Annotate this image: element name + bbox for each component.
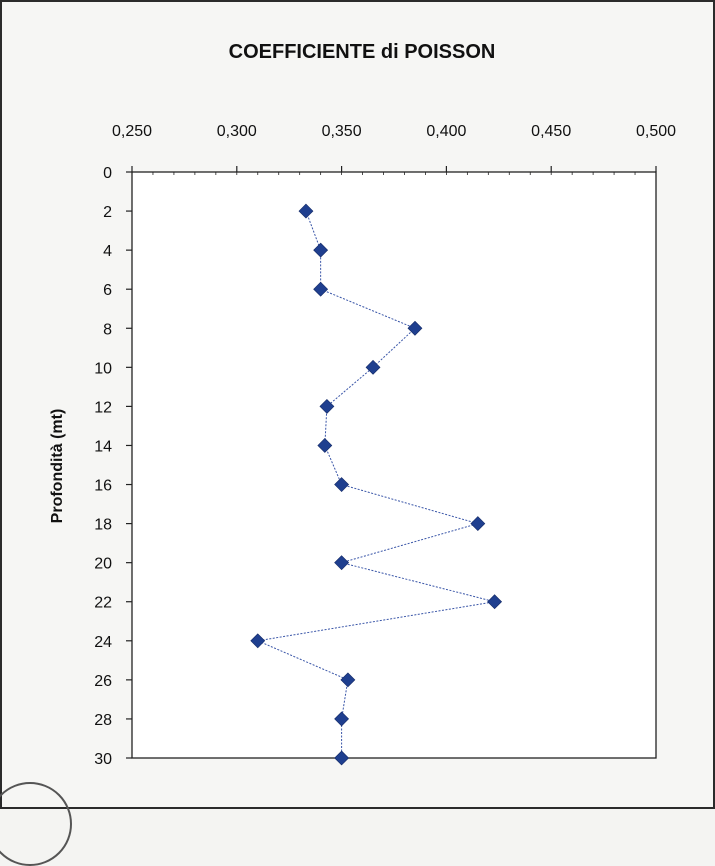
data-point-marker (313, 242, 329, 258)
y-tick-label: 28 (94, 712, 112, 729)
data-point-marker (313, 281, 329, 297)
y-tick-label: 2 (103, 204, 112, 221)
x-tick-label: 0,250 (112, 123, 152, 140)
y-tick-label: 24 (94, 634, 112, 651)
x-tick-label: 0,400 (426, 123, 466, 140)
x-tick-label: 0,450 (531, 123, 571, 140)
y-tick-label: 10 (94, 360, 112, 377)
y-tick-label: 0 (103, 165, 112, 182)
x-tick-label: 0,500 (636, 123, 676, 140)
y-tick-label: 16 (94, 478, 112, 495)
data-point-marker (334, 750, 350, 766)
plot-area (131, 171, 657, 759)
x-axis: 0,250 0,300 0,350 0,400 0,450 0,500 (112, 123, 676, 175)
data-point-marker (340, 672, 356, 688)
y-tick-label: 26 (94, 673, 112, 690)
x-tick-label: 0,300 (217, 123, 257, 140)
x-tick-label: 0,350 (322, 123, 362, 140)
y-axis-label: Profondità (mt) (49, 409, 66, 524)
data-point-marker (250, 633, 266, 649)
y-tick-label: 14 (94, 438, 112, 455)
data-point-marker (298, 203, 314, 219)
data-point-marker (365, 359, 381, 375)
data-point-marker (334, 477, 350, 492)
y-tick-label: 20 (94, 556, 112, 573)
data-point-marker (334, 711, 350, 727)
y-tick-label: 30 (94, 751, 112, 768)
data-point-marker (319, 398, 335, 414)
y-tick-label: 8 (103, 321, 112, 338)
chart-title: COEFFICIENTE di POISSON (229, 41, 496, 63)
chart-svg: COEFFICIENTE di POISSON Profondità (mt) … (49, 41, 676, 768)
data-point-marker (407, 320, 423, 336)
data-point-marker (334, 555, 350, 571)
data-series (250, 203, 503, 766)
data-point-marker (470, 516, 486, 532)
data-point-marker (317, 438, 333, 453)
y-tick-label: 4 (103, 243, 112, 260)
y-tick-label: 12 (94, 399, 112, 416)
y-tick-label: 22 (94, 595, 112, 612)
y-tick-label: 18 (94, 517, 112, 534)
y-tick-label: 6 (103, 282, 112, 299)
data-point-marker (487, 594, 503, 610)
